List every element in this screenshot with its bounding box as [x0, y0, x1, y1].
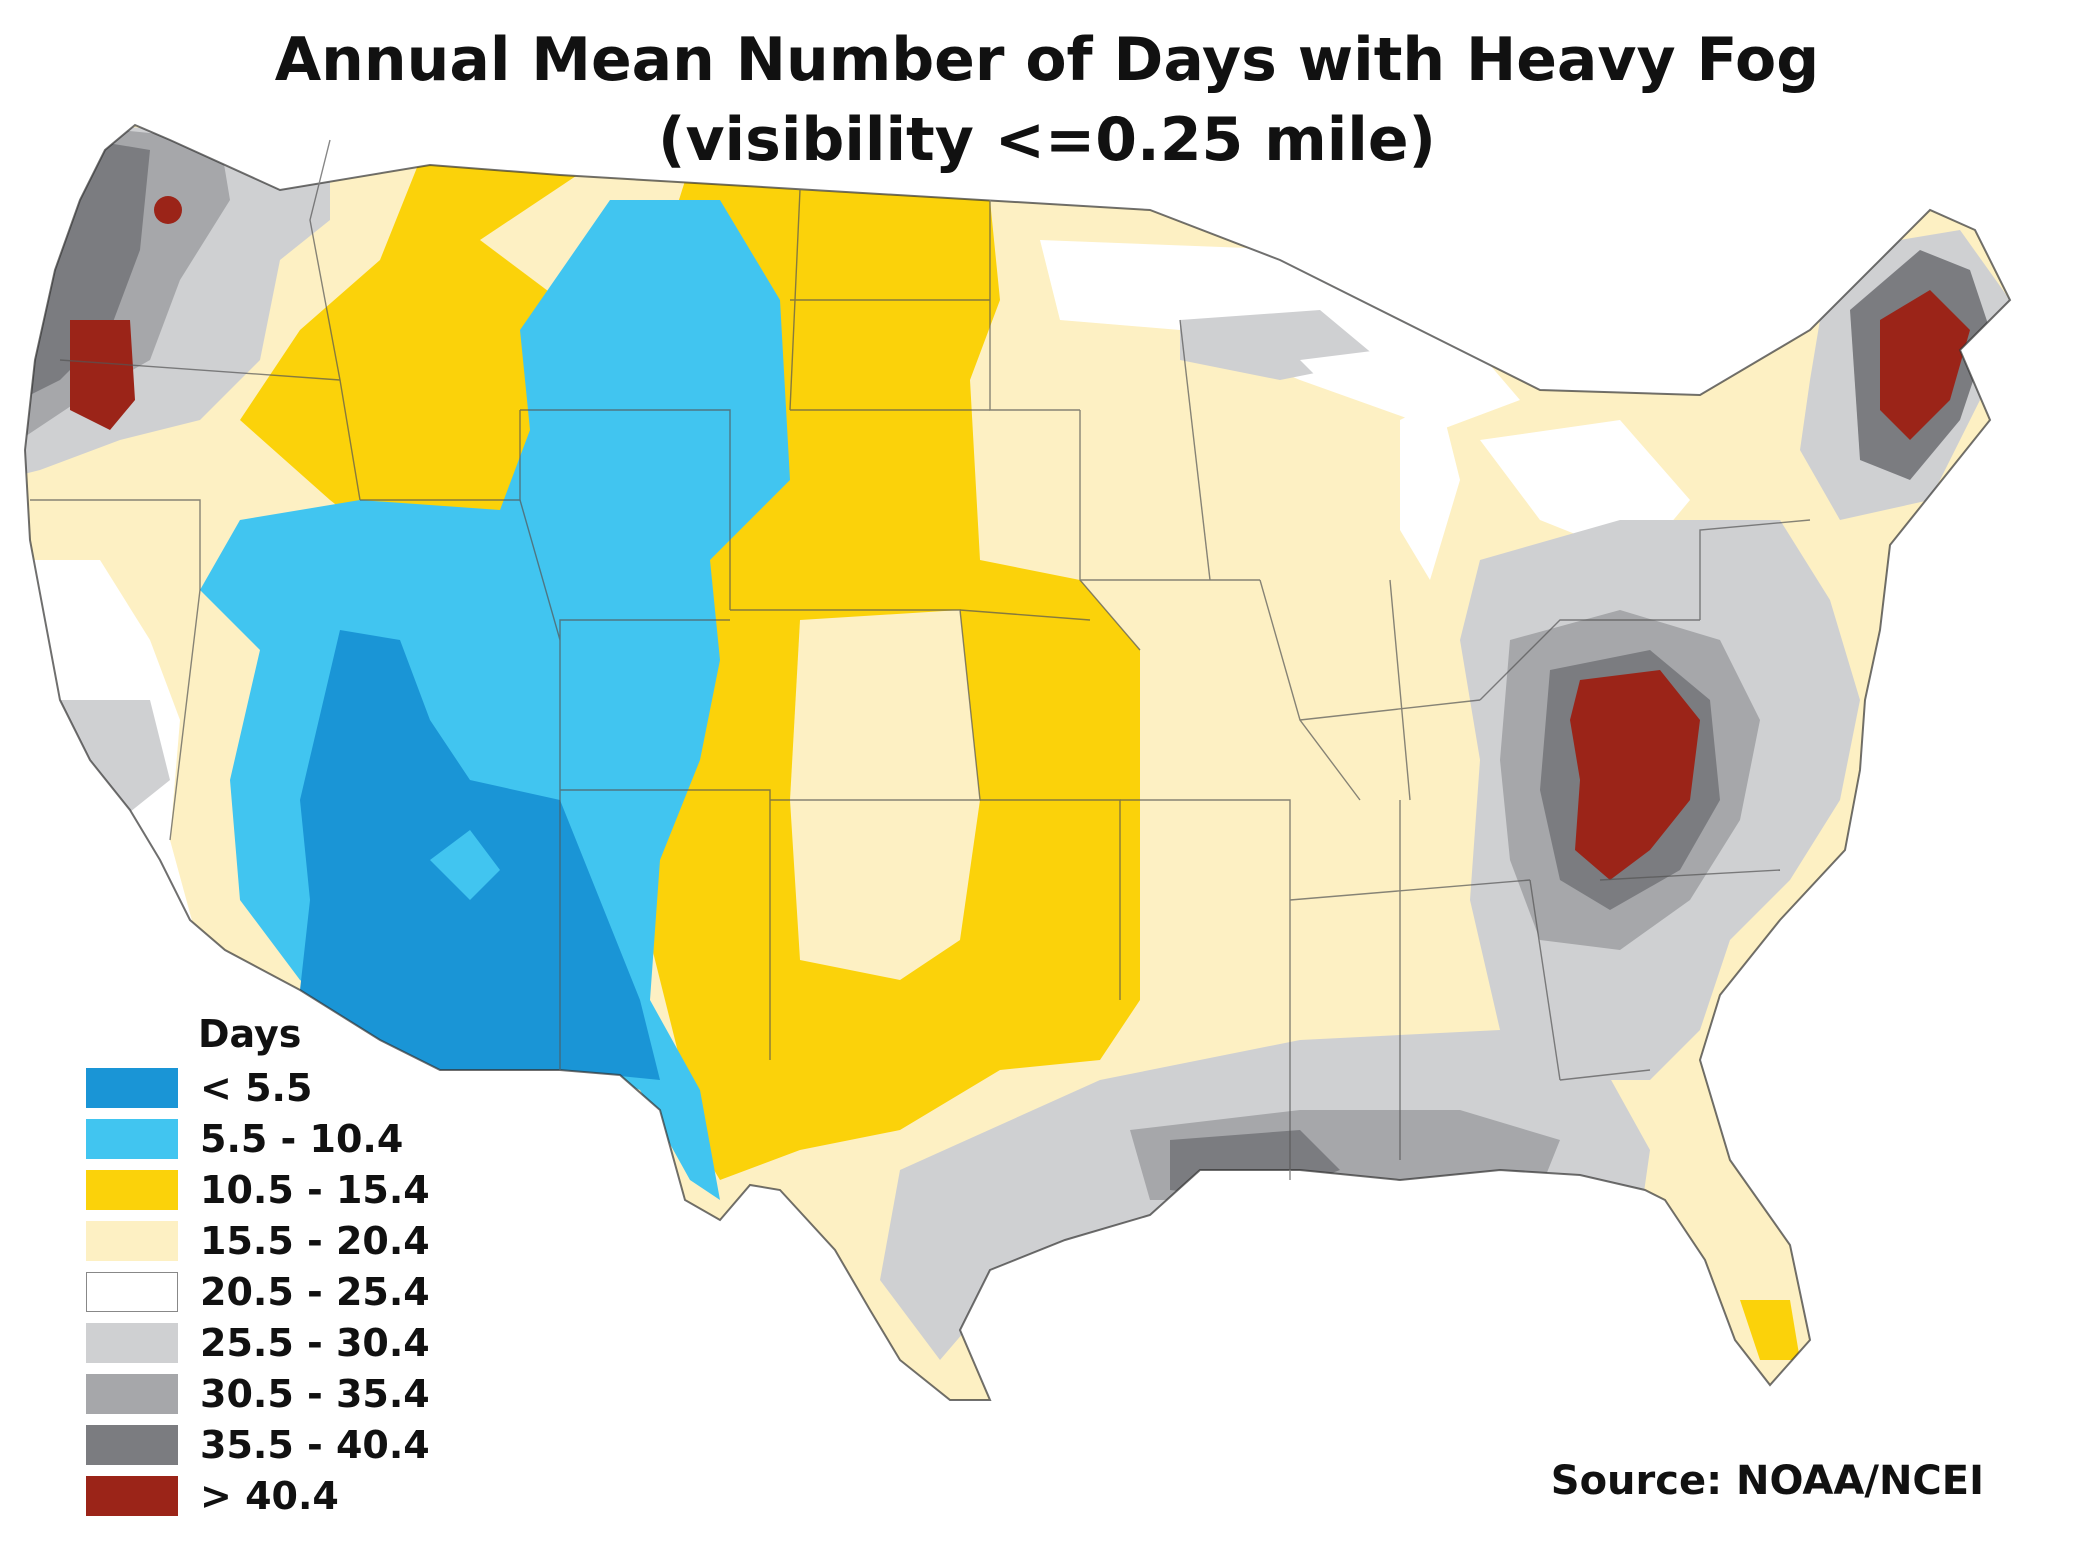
legend-swatch [86, 1424, 178, 1465]
source-credit: Source: NOAA/NCEI [1550, 1458, 1984, 1504]
legend-item: 25.5 - 30.4 [86, 1317, 430, 1368]
legend-swatch [86, 1373, 178, 1414]
legend-swatch [86, 1220, 178, 1261]
legend-swatch [86, 1067, 178, 1108]
legend-swatch [86, 1475, 178, 1516]
legend-items: < 5.5 5.5 - 10.4 10.5 - 15.4 15.5 - 20.4 20.… [86, 1062, 430, 1521]
legend-swatch [86, 1322, 178, 1363]
legend-label: 20.5 - 25.4 [200, 1269, 430, 1314]
legend-swatch [86, 1169, 178, 1210]
legend-title: Days [198, 1012, 302, 1056]
legend-label: > 40.4 [200, 1473, 339, 1518]
legend-item: < 5.5 [86, 1062, 430, 1113]
legend-item: 10.5 - 15.4 [86, 1164, 430, 1215]
legend-label: 35.5 - 40.4 [200, 1422, 430, 1467]
legend-item: 35.5 - 40.4 [86, 1419, 430, 1470]
legend-label: 30.5 - 35.4 [200, 1371, 430, 1416]
legend-label: < 5.5 [200, 1065, 313, 1110]
legend-item: > 40.4 [86, 1470, 430, 1521]
legend-item: 30.5 - 35.4 [86, 1368, 430, 1419]
legend-swatch [86, 1118, 178, 1159]
legend-item: 5.5 - 10.4 [86, 1113, 430, 1164]
map-subtitle: (visibility <=0.25 mile) [658, 105, 1436, 175]
legend-swatch [86, 1271, 178, 1312]
state-boundaries [23, 123, 2012, 1401]
map-title: Annual Mean Number of Days with Heavy Fo… [274, 25, 1820, 95]
legend-label: 15.5 - 20.4 [200, 1218, 430, 1263]
legend-label: 10.5 - 15.4 [200, 1167, 430, 1212]
legend: Days < 5.5 5.5 - 10.4 10.5 - 15.4 15.5 - 20… [86, 1012, 430, 1521]
legend-item: 15.5 - 20.4 [86, 1215, 430, 1266]
legend-label: 25.5 - 30.4 [200, 1320, 430, 1365]
legend-item: 20.5 - 25.4 [86, 1266, 430, 1317]
legend-label: 5.5 - 10.4 [200, 1116, 404, 1161]
